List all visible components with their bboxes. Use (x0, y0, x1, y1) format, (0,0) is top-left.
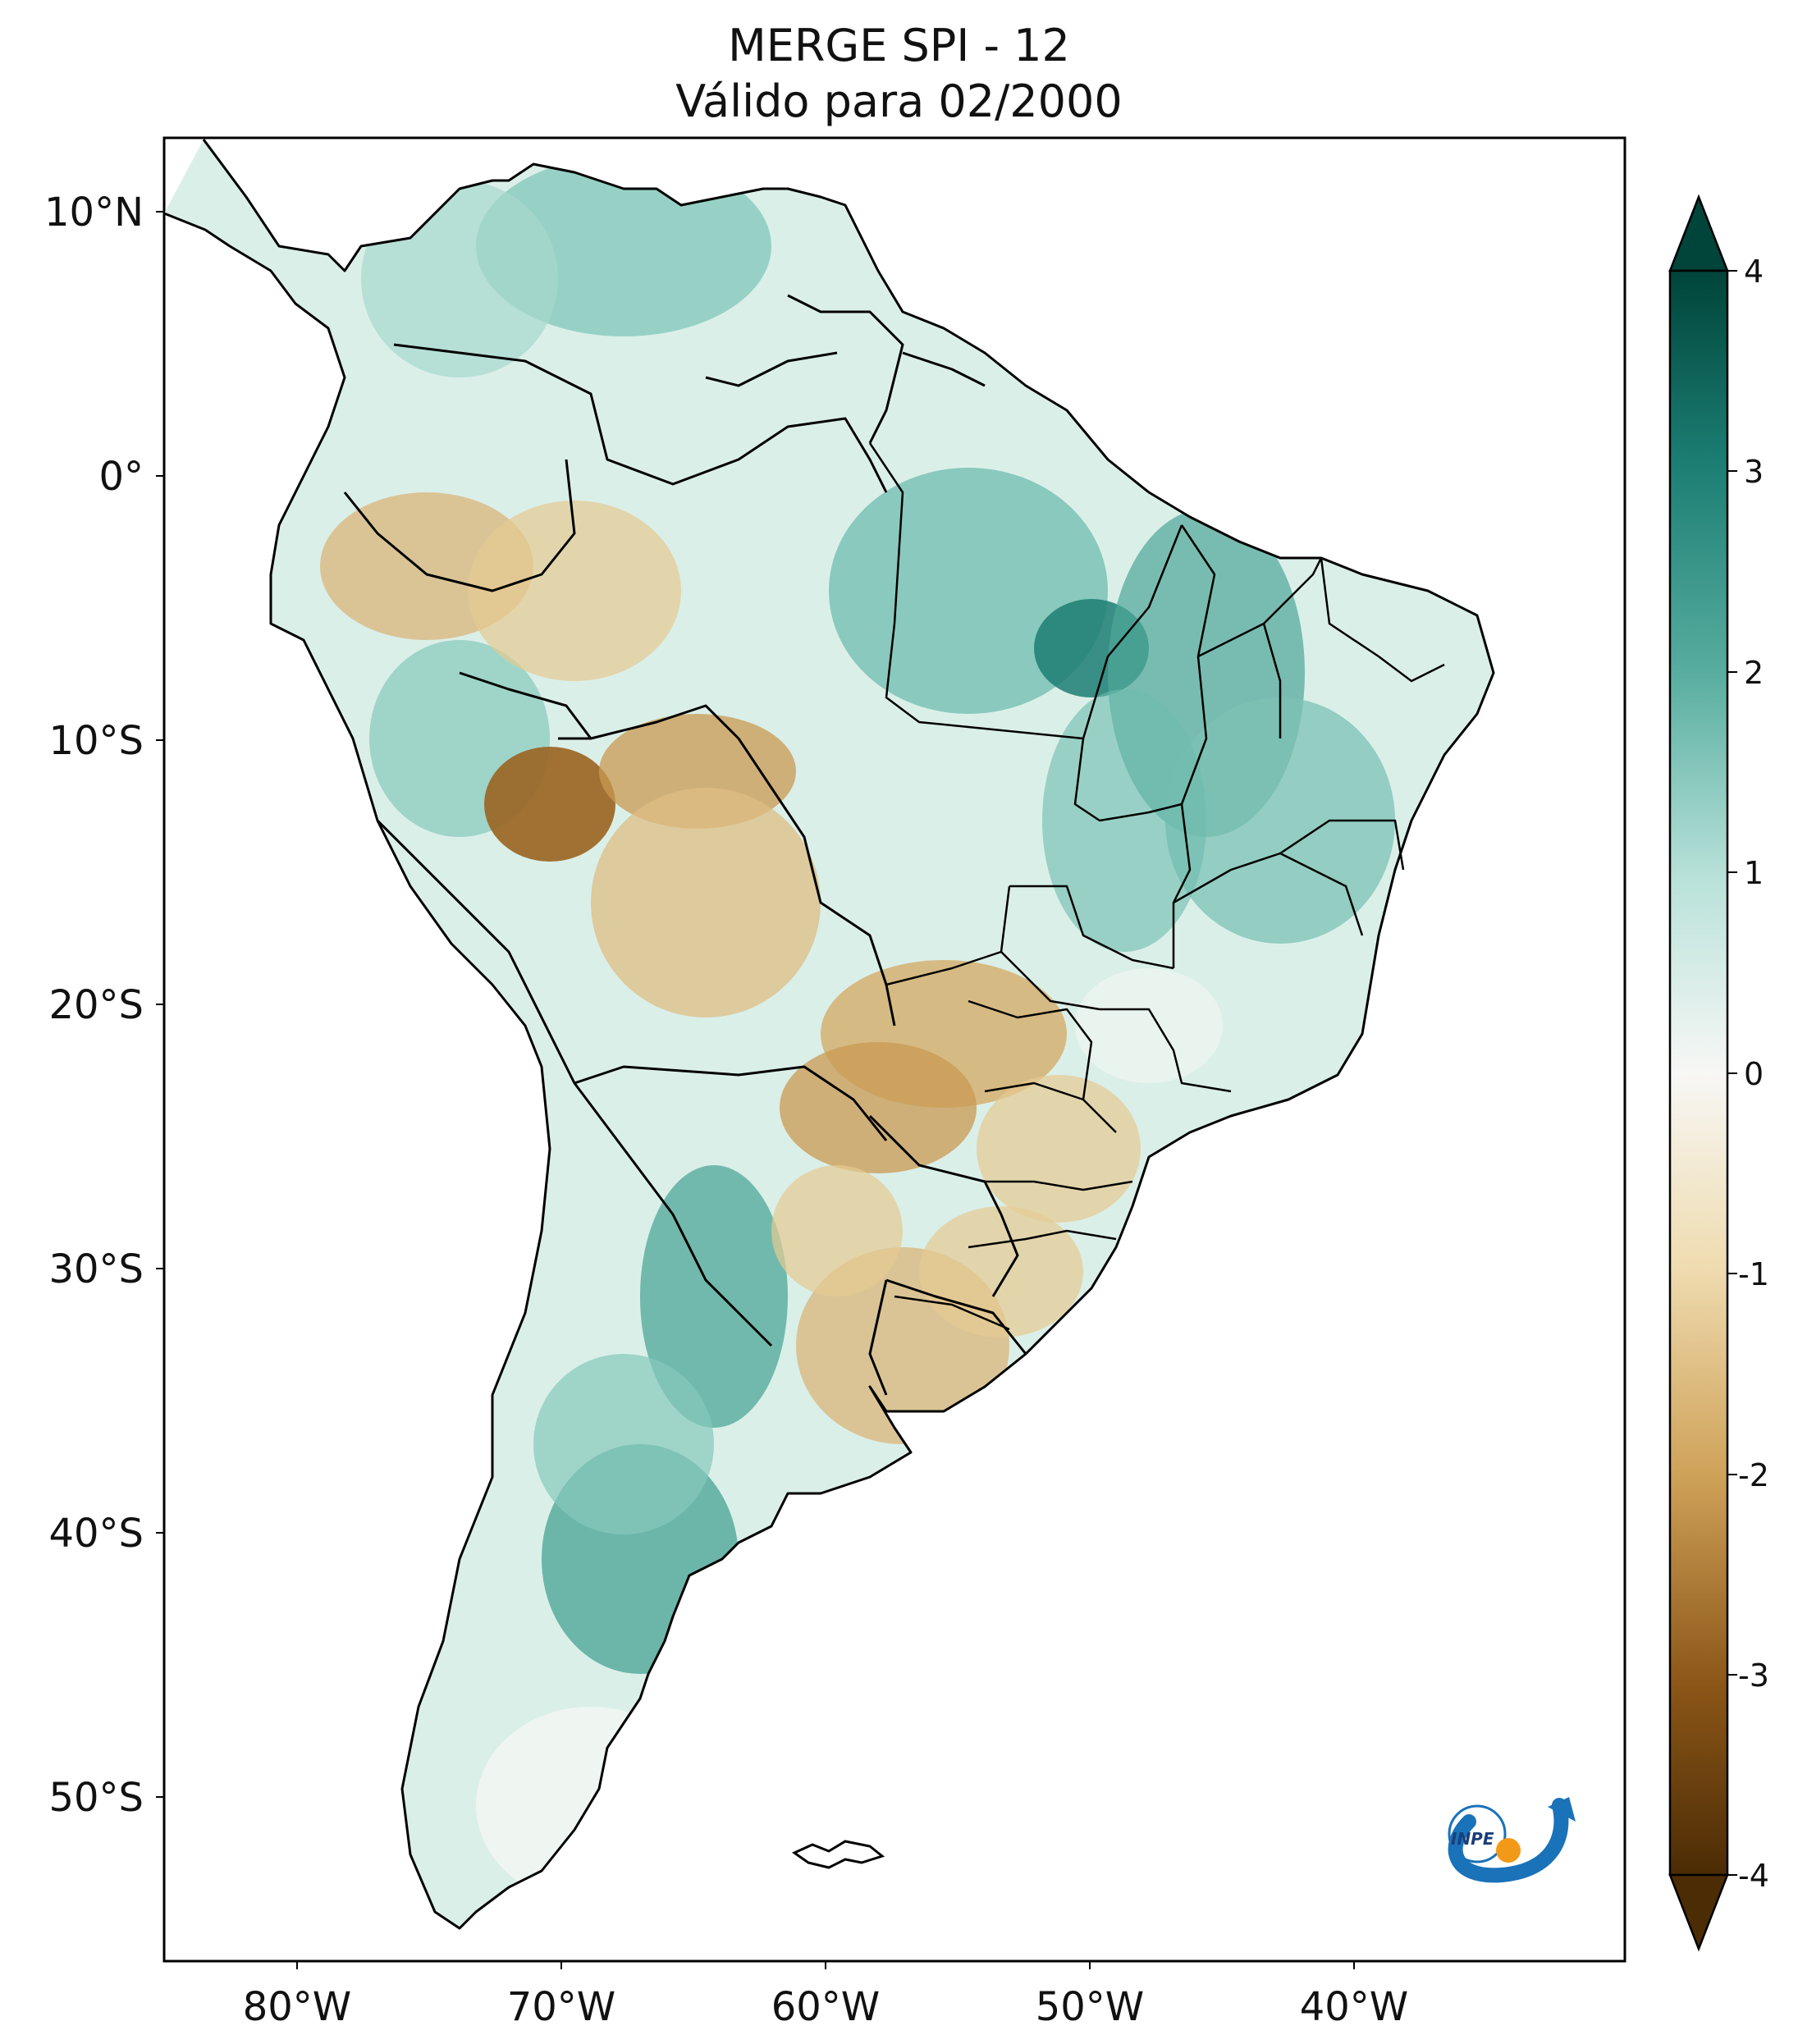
colorbar-tick: 1 (1744, 855, 1764, 891)
colorbar-tick: 4 (1744, 254, 1764, 290)
continent-outline (163, 139, 1495, 1930)
lat-label: 10°N (44, 190, 144, 235)
lon-ticks (296, 1961, 1355, 1969)
colorbar-tick: 0 (1744, 1056, 1764, 1092)
colorbar-min-arrow (1668, 1873, 1729, 1952)
lon-label: 80°W (243, 1984, 352, 2030)
map-title: MERGE SPI - 12 Válido para 02/2000 (0, 18, 1798, 130)
state-borders (868, 442, 1445, 1331)
lat-label: 10°S (48, 718, 144, 764)
colorbar: 4 3 2 1 0 -1 -2 -3 -4 (1668, 194, 1769, 1952)
lon-label: 50°W (1036, 1984, 1145, 2030)
lon-labels: 80°W 70°W 60°W 50°W 40°W (243, 1984, 1409, 2030)
colorbar-tick: 3 (1744, 454, 1764, 490)
lat-label: 30°S (48, 1246, 144, 1292)
colorbar-tick: -4 (1738, 1858, 1769, 1894)
country-borders (343, 294, 1027, 1396)
logo-text: INPE (1451, 1829, 1494, 1849)
colorbar-tick: 2 (1744, 655, 1764, 691)
title-line-2: Válido para 02/2000 (675, 75, 1123, 127)
colorbar-bar (1668, 269, 1729, 1877)
colorbar-tick: -2 (1738, 1457, 1769, 1493)
lon-label: 60°W (771, 1984, 881, 2030)
colorbar-max-arrow (1668, 194, 1729, 272)
lon-label: 40°W (1300, 1984, 1409, 2030)
title-line-1: MERGE SPI - 12 (728, 20, 1070, 71)
lat-label: 40°S (48, 1511, 144, 1557)
lat-label: 50°S (48, 1775, 144, 1821)
lat-label: 20°S (48, 982, 144, 1028)
lon-label: 70°W (507, 1984, 616, 2030)
colorbar-tick: -3 (1738, 1658, 1769, 1694)
lat-label: 0° (98, 454, 144, 500)
lat-ticks (156, 211, 164, 1798)
lat-labels: 10°N 0° 10°S 20°S 30°S 40°S 50°S (44, 190, 144, 1821)
falkland-islands (791, 1840, 885, 1869)
colorbar-tick: -1 (1738, 1256, 1769, 1292)
inpe-logo: INPE (1448, 1797, 1576, 1883)
